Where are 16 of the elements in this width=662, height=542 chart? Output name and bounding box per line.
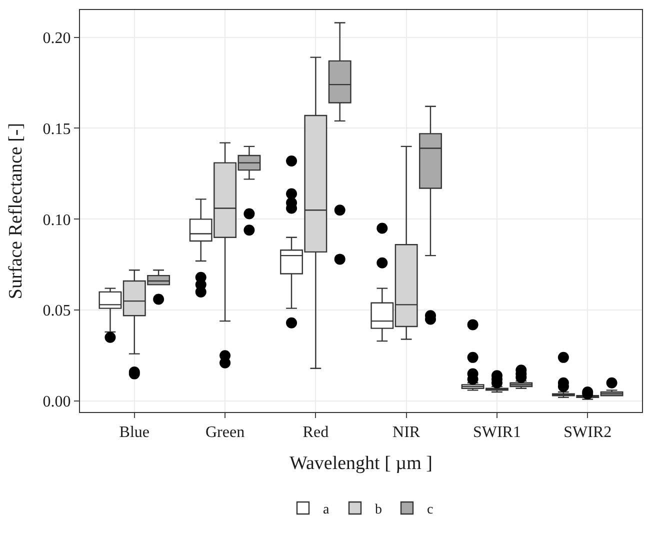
x-axis-title: Wavelenght [ µm ]	[290, 453, 432, 474]
y-tick-label: 0.10	[42, 212, 71, 229]
y-tick-label: 0.00	[42, 394, 71, 411]
x-tick-label: Red	[302, 424, 329, 442]
y-axis-title: Surface Reflectance [-]	[6, 122, 27, 300]
y-tick-label: 0.20	[42, 30, 71, 47]
x-tick-label: SWIR1	[472, 424, 521, 442]
legend-label: c	[427, 502, 434, 518]
x-tick-label: SWIR2	[564, 424, 612, 442]
x-tick-label: NIR	[392, 424, 420, 442]
y-tick-label: 0.15	[42, 120, 71, 138]
x-tick-label: Green	[205, 424, 245, 442]
y-tick-label: 0.05	[42, 302, 71, 320]
legend-label: a	[323, 502, 330, 518]
legend-label: b	[375, 502, 382, 518]
x-tick-label: Blue	[119, 424, 150, 442]
